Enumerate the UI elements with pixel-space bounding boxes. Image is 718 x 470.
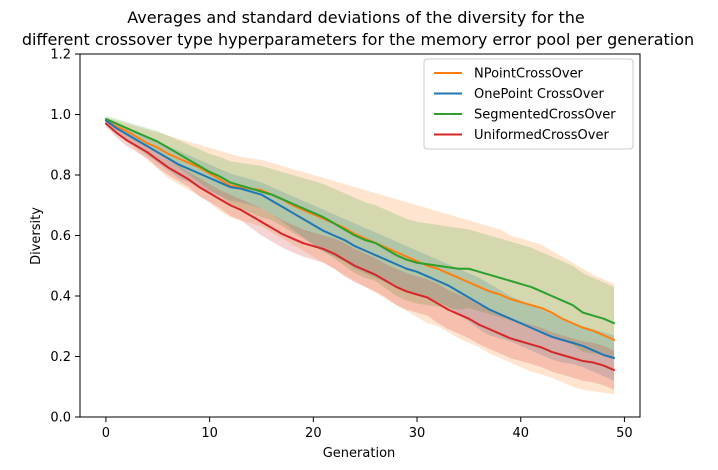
y-tick-label: 0.6	[50, 229, 71, 244]
std-band-3	[105, 120, 615, 390]
y-tick-label: 0.8	[50, 169, 71, 184]
x-tick-label: 30	[409, 426, 426, 441]
legend-label-1: OnePoint CrossOver	[474, 87, 604, 102]
y-tick-label: 1.0	[50, 108, 71, 123]
x-tick-label: 20	[305, 426, 322, 441]
series-line-3	[104, 122, 616, 372]
x-axis-label: Generation	[323, 446, 396, 461]
y-tick-label: 0.0	[50, 411, 71, 426]
std-bands	[105, 116, 615, 395]
x-tick-label: 50	[616, 426, 633, 441]
legend-box	[423, 58, 634, 150]
x-tick-label: 10	[201, 426, 218, 441]
legend-entries: NPointCrossOver OnePoint CrossOver Segment…	[434, 67, 616, 143]
y-tick-label: 0.2	[50, 350, 71, 365]
chart-title-line-1: Averages and standard deviations of the …	[127, 8, 584, 27]
y-tick-label: 0.4	[50, 290, 71, 305]
x-tick-label: 40	[512, 426, 529, 441]
x-tick-label: 0	[102, 426, 110, 441]
x-axis-ticks: 0 10 20 30 40 50	[102, 417, 633, 441]
plot-area	[104, 116, 616, 395]
y-tick-label: 1.2	[50, 48, 71, 63]
series-line-1	[104, 119, 616, 360]
legend-label-0: NPointCrossOver	[474, 67, 584, 82]
legend-label-3: UniformedCrossOver	[474, 128, 609, 143]
mean-lines	[104, 118, 616, 372]
legend: NPointCrossOver OnePoint CrossOver Segment…	[423, 58, 634, 150]
y-axis-label: Diversity	[29, 207, 44, 265]
chart-title-line-2: different crossover type hyperparameters…	[22, 30, 694, 49]
series-line-0	[104, 119, 616, 341]
legend-label-2: SegmentedCrossOver	[474, 108, 616, 123]
series-line-2	[104, 118, 616, 325]
y-axis-ticks: 0.0 0.2 0.4 0.6 0.8 1.0 1.2	[50, 48, 80, 426]
